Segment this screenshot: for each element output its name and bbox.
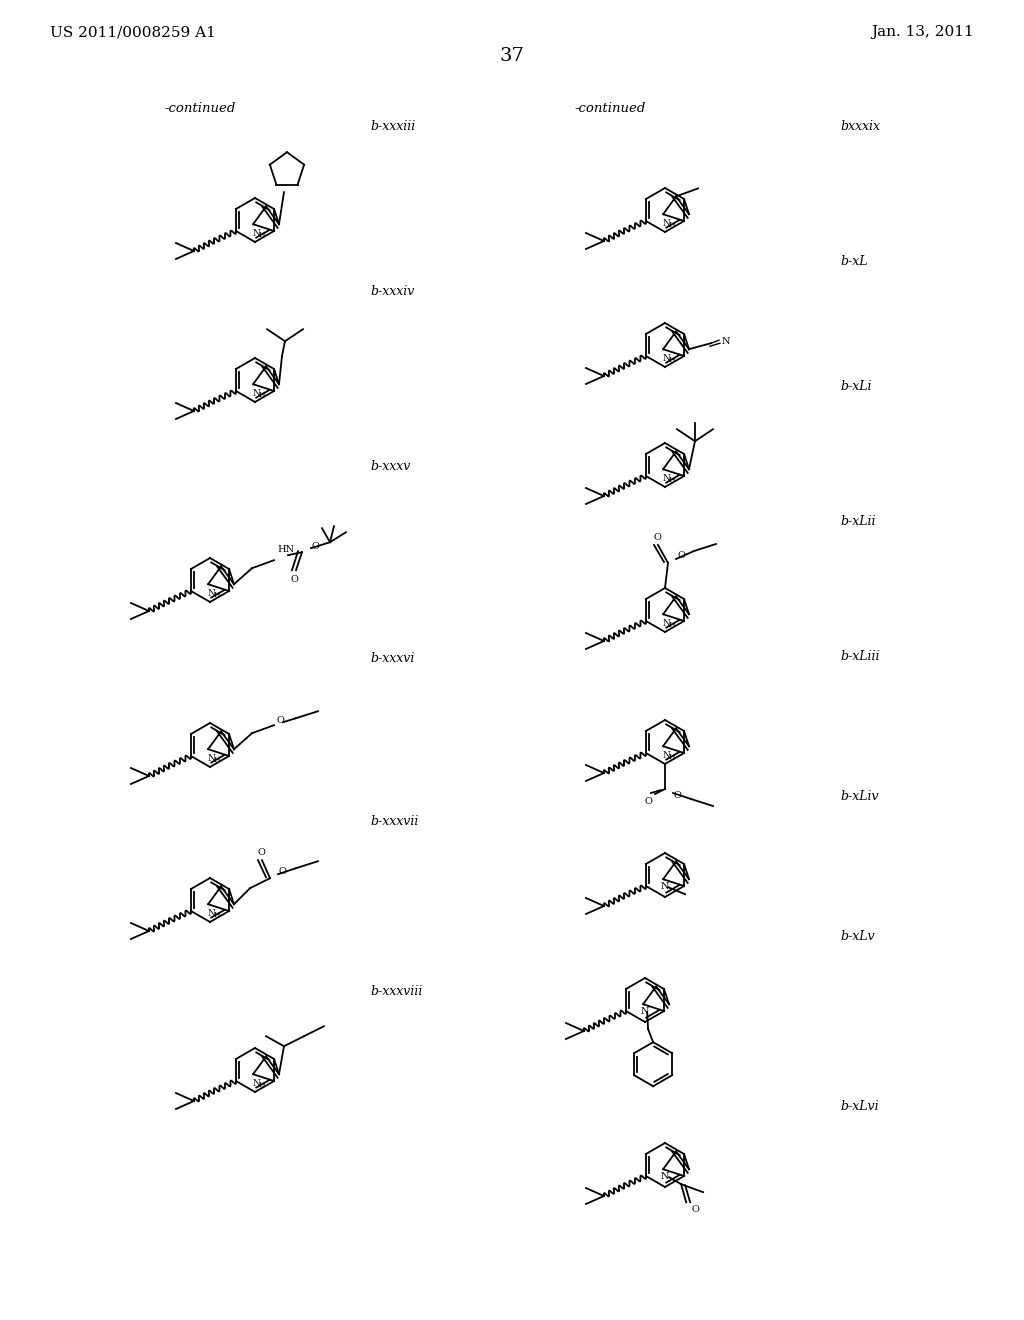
Text: H: H [259, 231, 265, 239]
Text: O: O [279, 867, 287, 875]
Text: Jan. 13, 2011: Jan. 13, 2011 [871, 25, 974, 40]
Text: O: O [312, 541, 319, 550]
Text: N: N [660, 1172, 670, 1181]
Text: b-xLvi: b-xLvi [840, 1100, 879, 1113]
Text: b-xxxvii: b-xxxvii [370, 814, 419, 828]
Text: H: H [669, 622, 676, 630]
Text: H: H [214, 591, 220, 599]
Text: 37: 37 [500, 48, 524, 65]
Text: b-xLiv: b-xLiv [840, 789, 879, 803]
Text: O: O [290, 576, 298, 585]
Text: bxxxix: bxxxix [840, 120, 880, 133]
Text: H: H [259, 1081, 265, 1089]
Text: b-xxxv: b-xxxv [370, 459, 411, 473]
Text: H: H [669, 754, 676, 762]
Text: O: O [257, 849, 265, 857]
Text: N: N [663, 354, 670, 363]
Text: US 2011/0008259 A1: US 2011/0008259 A1 [50, 25, 216, 40]
Text: b-xLi: b-xLi [840, 380, 871, 393]
Text: N: N [207, 589, 215, 598]
Text: N: N [663, 219, 670, 228]
Text: N: N [207, 754, 215, 763]
Text: O: O [691, 1205, 699, 1214]
Text: H: H [669, 477, 676, 484]
Text: N: N [252, 230, 260, 238]
Text: O: O [677, 552, 685, 561]
Text: N: N [252, 1080, 260, 1088]
Text: H: H [214, 911, 220, 919]
Text: b-xxxviii: b-xxxviii [370, 985, 422, 998]
Text: b-xL: b-xL [840, 255, 867, 268]
Text: b-xLiii: b-xLiii [840, 649, 880, 663]
Text: b-xxxiv: b-xxxiv [370, 285, 415, 298]
Text: N: N [207, 909, 215, 919]
Text: N: N [663, 619, 670, 628]
Text: O: O [653, 533, 660, 543]
Text: N: N [663, 751, 670, 760]
Text: H: H [669, 356, 676, 364]
Text: b-xLii: b-xLii [840, 515, 876, 528]
Text: b-xLv: b-xLv [840, 931, 874, 942]
Text: -continued: -continued [574, 102, 646, 115]
Text: -continued: -continued [164, 102, 236, 115]
Text: H: H [669, 222, 676, 230]
Text: N: N [660, 882, 670, 891]
Text: O: O [276, 715, 285, 725]
Text: N: N [663, 474, 670, 483]
Text: O: O [644, 797, 652, 807]
Text: H: H [214, 756, 220, 764]
Text: N: N [722, 337, 730, 346]
Text: O: O [673, 791, 681, 800]
Text: N: N [641, 1007, 649, 1016]
Text: H: H [259, 391, 265, 399]
Text: b-xxxiii: b-xxxiii [370, 120, 416, 133]
Text: b-xxxvi: b-xxxvi [370, 652, 415, 665]
Text: HN: HN [276, 545, 294, 554]
Text: N: N [252, 389, 260, 399]
